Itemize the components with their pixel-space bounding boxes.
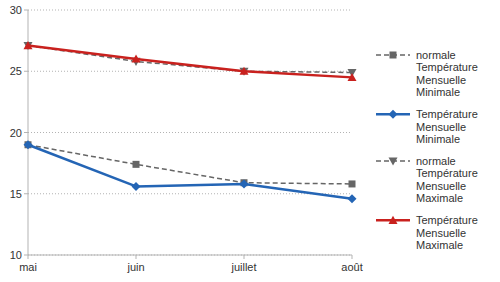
grid-line bbox=[28, 132, 352, 133]
data-point bbox=[349, 180, 356, 187]
data-point bbox=[132, 55, 141, 63]
x-tick-label: août bbox=[341, 261, 362, 273]
y-tick-label: 20 bbox=[10, 127, 22, 139]
data-point bbox=[240, 179, 249, 188]
grid-line bbox=[28, 193, 352, 194]
grid-line bbox=[28, 255, 352, 256]
y-tick bbox=[24, 132, 28, 133]
data-point bbox=[24, 140, 33, 149]
series-line bbox=[28, 46, 352, 73]
x-tick-label: juillet bbox=[230, 261, 256, 273]
data-point bbox=[24, 41, 33, 49]
x-tick bbox=[352, 255, 353, 259]
y-tick bbox=[24, 193, 28, 194]
x-tick bbox=[244, 255, 245, 259]
legend-label: normaleTempératureMensuelleMaximale bbox=[416, 155, 478, 204]
legend-marker bbox=[389, 216, 398, 224]
plot-area bbox=[24, 41, 357, 203]
legend-label: normaleTempératureMensuelleMinimale bbox=[416, 49, 478, 98]
grid-line bbox=[28, 10, 352, 11]
legend-label: TempératureMensuelleMaximale bbox=[416, 214, 478, 251]
legend: normaleTempératureMensuelleMinimale Tempé… bbox=[376, 49, 478, 251]
data-point bbox=[348, 73, 357, 81]
x-tick bbox=[28, 255, 29, 259]
x-axis bbox=[28, 255, 352, 256]
x-tick bbox=[136, 255, 137, 259]
data-point bbox=[133, 161, 140, 168]
y-tick bbox=[24, 71, 28, 72]
x-tick-label: mai bbox=[19, 261, 37, 273]
legend-marker bbox=[390, 52, 397, 59]
y-tick-label: 30 bbox=[10, 4, 22, 16]
data-point bbox=[348, 194, 357, 203]
y-tick-label: 15 bbox=[10, 188, 22, 200]
series-line bbox=[28, 145, 352, 199]
y-tick bbox=[24, 10, 28, 11]
data-point bbox=[132, 182, 141, 191]
data-point bbox=[25, 141, 32, 148]
series-line bbox=[28, 46, 352, 78]
y-tick-label: 10 bbox=[10, 249, 22, 261]
x-tick-label: juin bbox=[126, 261, 144, 273]
y-tick bbox=[24, 255, 28, 256]
legend-marker bbox=[389, 158, 398, 166]
data-point bbox=[240, 67, 249, 75]
legend-marker bbox=[389, 110, 398, 119]
chart: 10 15 20 25 30 mai juin juillet août normaleTempé… bbox=[0, 0, 500, 282]
y-tick-label: 25 bbox=[10, 65, 22, 77]
grid-line bbox=[28, 71, 352, 72]
legend-label: TempératureMensuelleMinimale bbox=[416, 108, 478, 145]
